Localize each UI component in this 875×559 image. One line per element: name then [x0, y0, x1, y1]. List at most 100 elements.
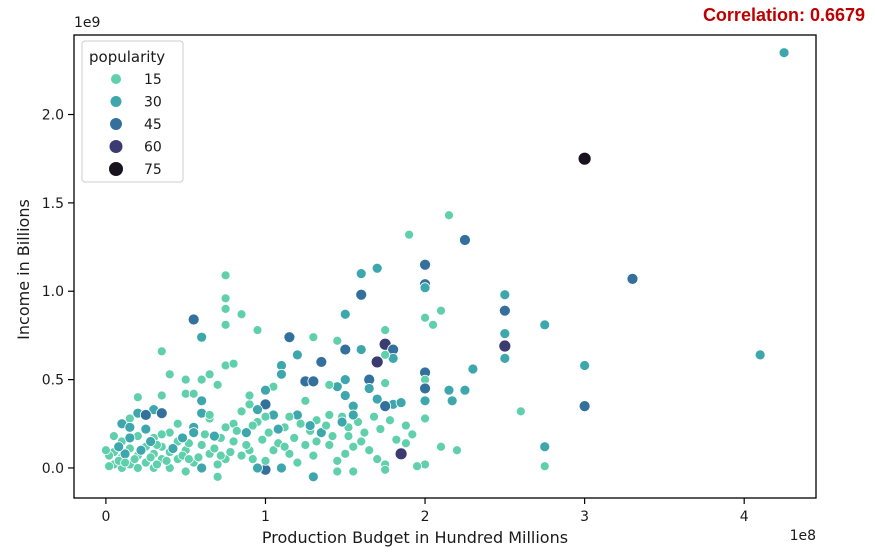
data-point [212, 459, 223, 470]
legend-marker [109, 140, 123, 153]
data-point [315, 427, 327, 439]
data-point [212, 471, 223, 482]
data-point [284, 411, 295, 422]
legend-label: 30 [144, 95, 162, 111]
data-point [204, 410, 215, 420]
data-point [420, 413, 430, 424]
data-point [196, 374, 207, 385]
data-point [539, 319, 551, 331]
data-point [336, 416, 348, 428]
data-point [279, 441, 290, 452]
data-point [268, 445, 279, 456]
y-tick-label: 1.5 [42, 196, 64, 212]
data-point [379, 400, 392, 413]
x-tick-label: 4 [740, 509, 749, 525]
data-point [391, 434, 402, 445]
x-tick-label: 1 [261, 509, 270, 525]
data-point [355, 288, 368, 301]
data-point [140, 423, 152, 435]
data-point [240, 427, 252, 439]
data-point [380, 464, 391, 475]
data-point [339, 343, 352, 356]
data-point [355, 268, 367, 279]
data-point [578, 400, 591, 413]
legend-marker [111, 74, 121, 84]
data-point [332, 335, 343, 346]
data-point [370, 355, 384, 369]
data-point [348, 441, 359, 452]
data-point [113, 441, 125, 453]
data-point [260, 411, 271, 422]
data-point [124, 421, 136, 433]
data-point [340, 448, 351, 459]
data-point [220, 293, 231, 304]
data-point [228, 358, 239, 369]
data-point [284, 448, 295, 459]
data-point [209, 430, 220, 442]
data-point [215, 450, 226, 461]
data-point [156, 346, 167, 357]
data-point [339, 374, 351, 385]
data-point [499, 289, 511, 301]
data-point [104, 461, 115, 472]
data-point [220, 360, 231, 371]
data-point [404, 229, 414, 240]
data-point [132, 392, 143, 403]
plot-frame [73, 34, 817, 499]
data-point [327, 431, 338, 442]
data-point [196, 440, 207, 450]
data-point [420, 312, 430, 323]
data-point [332, 455, 343, 466]
data-point [180, 374, 191, 385]
data-point [419, 258, 431, 271]
data-point [135, 444, 147, 456]
data-point [225, 447, 236, 457]
data-point [307, 375, 320, 388]
data-point [220, 304, 231, 314]
y-offset-label: 1e9 [74, 15, 100, 31]
data-point [247, 420, 258, 431]
data-point [304, 420, 316, 431]
data-point [187, 313, 200, 326]
data-point [188, 427, 200, 439]
data-point [129, 454, 140, 465]
data-point [324, 410, 335, 420]
data-point [539, 441, 551, 453]
y-tick-label: 1.0 [42, 284, 64, 300]
y-tick-label: 2.0 [42, 108, 64, 124]
legend-label: 75 [144, 162, 162, 178]
data-point [459, 384, 471, 396]
x-tick-label: 2 [421, 509, 430, 525]
data-point [108, 431, 119, 442]
data-point [369, 411, 379, 422]
data-point [444, 210, 454, 221]
data-point [420, 459, 430, 470]
data-point [499, 352, 511, 364]
data-point [324, 440, 335, 450]
data-point [236, 406, 247, 417]
legend-title: popularity [89, 48, 165, 66]
data-point [348, 466, 359, 477]
data-point [579, 360, 591, 371]
data-point [343, 431, 354, 442]
data-point [459, 234, 471, 246]
data-point [152, 459, 162, 470]
data-point [347, 409, 359, 421]
data-point [363, 383, 375, 394]
data-point [446, 395, 458, 407]
data-point [577, 151, 592, 166]
data-point [244, 399, 255, 410]
data-point [155, 407, 168, 420]
data-point [289, 433, 300, 443]
data-point [443, 384, 455, 396]
data-point [209, 443, 220, 454]
legend: popularity 15 30 45 60 75 [81, 40, 184, 183]
data-point [188, 388, 199, 399]
data-point [283, 331, 296, 344]
data-point [307, 471, 319, 483]
data-point [539, 461, 550, 472]
x-tick-label: 3 [580, 509, 589, 525]
data-point [452, 445, 462, 456]
data-point [292, 457, 303, 468]
data-point [295, 418, 306, 429]
